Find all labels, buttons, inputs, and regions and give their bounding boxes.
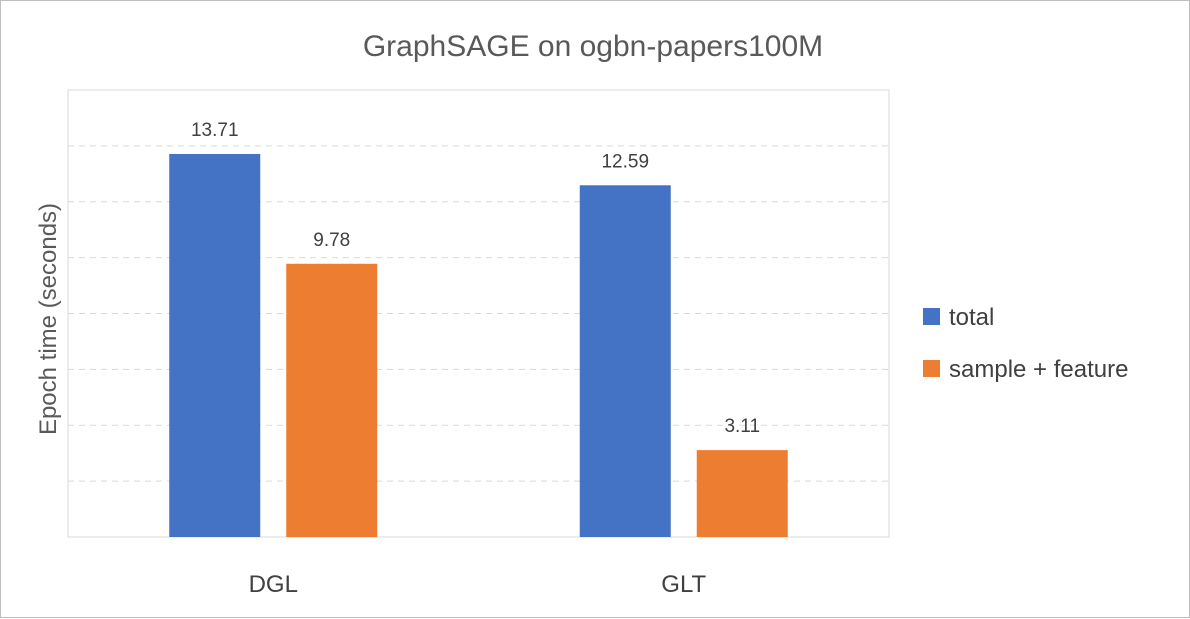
bar-dgl-total (169, 153, 261, 537)
bars (169, 153, 788, 537)
bar-dgl-sample-feature (286, 263, 378, 537)
legend-label: sample + feature (949, 356, 1128, 383)
data-label: 3.11 (724, 416, 760, 437)
legend: total sample + feature (923, 304, 1128, 383)
data-label: 12.59 (601, 151, 649, 172)
legend-swatch (923, 308, 940, 325)
legend-label: total (949, 304, 994, 331)
data-label: 13.71 (191, 120, 239, 141)
x-tick-label: DGL (249, 571, 298, 598)
x-axis-tick-labels: DGL GLT (249, 571, 707, 598)
legend-swatch (923, 360, 940, 377)
data-label: 9.78 (313, 230, 350, 251)
bar-glt-total (579, 185, 671, 537)
bar-glt-sample-feature (696, 450, 788, 537)
chart-title: GraphSAGE on ogbn-papers100M (363, 30, 823, 63)
y-axis-label: Epoch time (seconds) (35, 203, 62, 435)
data-labels: 13.71 9.78 12.59 3.11 (191, 120, 760, 437)
x-tick-label: GLT (661, 571, 706, 598)
